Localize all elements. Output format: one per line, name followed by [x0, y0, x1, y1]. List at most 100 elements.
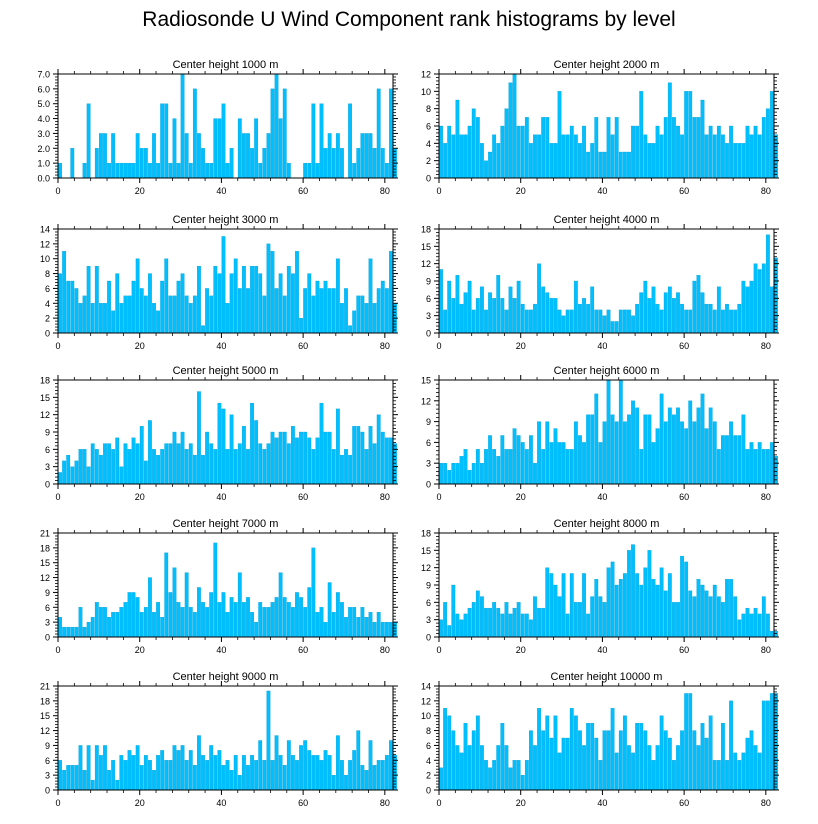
- histogram-bar: [549, 442, 554, 485]
- histogram-bar: [533, 596, 537, 638]
- histogram-bar: [708, 407, 713, 485]
- histogram-bar: [455, 463, 460, 485]
- plot-frame: [438, 379, 775, 485]
- histogram-bar: [229, 148, 234, 179]
- histogram-bar: [270, 251, 275, 334]
- histogram-bar: [299, 431, 303, 485]
- histogram-bar: [94, 148, 99, 179]
- histogram-bar: [160, 449, 165, 485]
- histogram-bar: [250, 612, 254, 638]
- histogram-bar: [291, 607, 295, 638]
- histogram-bar: [745, 286, 750, 334]
- histogram-bar: [708, 715, 713, 791]
- y-tick-label: 14: [40, 225, 50, 235]
- histogram-bar: [176, 162, 181, 179]
- histogram-bar: [680, 134, 684, 179]
- x-tick-label: 20: [135, 186, 145, 196]
- histogram-bar: [229, 414, 234, 485]
- histogram-bar: [291, 273, 295, 334]
- histogram-bar: [492, 602, 497, 638]
- x-tick-label: 60: [298, 798, 308, 808]
- histogram-bar: [319, 402, 324, 485]
- histogram-bar: [82, 449, 87, 485]
- y-tick-label: 6.0: [37, 84, 50, 94]
- histogram-bar: [278, 755, 283, 791]
- histogram-bar: [655, 428, 660, 485]
- histogram-bar: [364, 133, 369, 179]
- histogram-bar: [569, 125, 574, 179]
- histogram-bar: [447, 469, 452, 485]
- histogram-bar: [770, 286, 774, 334]
- histogram-bar: [672, 117, 676, 179]
- histogram-bar: [143, 295, 148, 334]
- histogram-bar: [737, 619, 742, 638]
- histogram-bar: [753, 125, 758, 179]
- histogram-bar: [335, 133, 340, 179]
- histogram-bar: [565, 134, 570, 179]
- y-tick-label: 12: [421, 696, 431, 706]
- plot-frame: [438, 685, 775, 791]
- histogram-bar: [282, 431, 287, 485]
- histogram-bar: [692, 730, 697, 791]
- histogram-bar: [270, 431, 275, 485]
- histogram-bar: [639, 292, 644, 334]
- histogram-bar: [582, 298, 586, 334]
- histogram-bar: [340, 454, 344, 485]
- histogram-bar: [439, 463, 443, 485]
- histogram-bar: [286, 265, 291, 334]
- histogram-bar: [82, 162, 87, 179]
- histogram-bar: [356, 617, 361, 638]
- histogram-bar: [569, 309, 574, 334]
- histogram-bar: [380, 431, 385, 485]
- histogram-bar: [152, 612, 156, 638]
- histogram-bar: [627, 745, 631, 791]
- histogram-bar: [340, 303, 344, 334]
- histogram-bar: [58, 472, 62, 485]
- x-tick-label: 40: [216, 798, 226, 808]
- histogram-bar: [545, 567, 550, 638]
- histogram-bar: [156, 310, 160, 334]
- histogram-bar: [704, 737, 709, 791]
- histogram-bar: [376, 760, 381, 791]
- histogram-bar: [94, 745, 99, 791]
- histogram-bar: [508, 286, 513, 334]
- histogram-bar: [500, 722, 505, 791]
- histogram-bar: [447, 625, 452, 638]
- histogram-bar: [475, 715, 480, 791]
- histogram-bar: [573, 134, 578, 179]
- histogram-bar: [205, 431, 210, 485]
- histogram-bar: [303, 607, 308, 638]
- x-tick-label: 20: [135, 341, 145, 351]
- histogram-bar: [188, 607, 193, 638]
- histogram-bar: [295, 760, 299, 791]
- histogram-bar: [148, 162, 152, 179]
- histogram-bar: [455, 99, 460, 179]
- histogram-bar: [708, 125, 713, 179]
- x-tick-label: 40: [597, 798, 607, 808]
- histogram-bar: [500, 613, 505, 638]
- histogram-bar: [639, 584, 644, 638]
- histogram-bar: [123, 602, 128, 638]
- y-tick-label: 2.0: [37, 144, 50, 154]
- histogram-bar: [672, 760, 676, 791]
- histogram-bar: [655, 584, 660, 638]
- y-tick-label: 12: [421, 563, 431, 573]
- histogram-bar: [119, 162, 124, 179]
- histogram-bar: [761, 263, 766, 334]
- y-tick-label: 15: [40, 393, 50, 403]
- histogram-bar: [725, 303, 729, 334]
- histogram-bar: [286, 162, 291, 179]
- plot-frame: [57, 532, 394, 638]
- histogram-bar: [504, 745, 509, 791]
- histogram-bar: [684, 561, 689, 638]
- histogram-bar: [524, 309, 529, 334]
- histogram-bar: [331, 612, 336, 638]
- y-tick-label: 3: [45, 462, 50, 472]
- histogram-bar: [439, 767, 443, 791]
- histogram-bar: [480, 143, 484, 179]
- histogram-bar: [684, 91, 689, 179]
- histogram-bar: [471, 463, 476, 485]
- histogram-bar: [209, 162, 214, 179]
- histogram-bar: [582, 745, 586, 791]
- histogram-bar: [545, 715, 550, 791]
